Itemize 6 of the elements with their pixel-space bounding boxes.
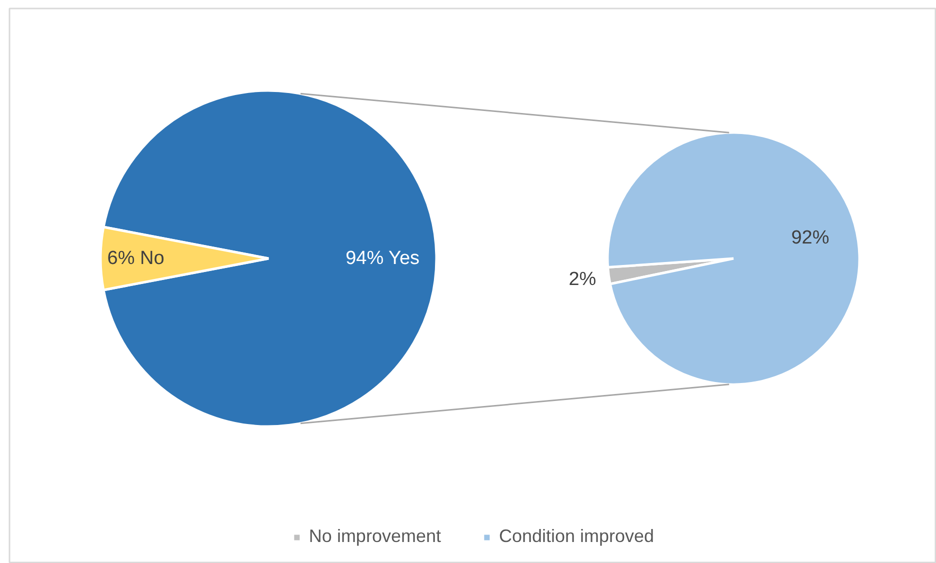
data-label: 92% — [791, 228, 830, 249]
data-label: 2% — [568, 268, 596, 290]
slice-label: 6% No — [107, 248, 164, 269]
slice-label: 94% Yes — [346, 248, 420, 269]
legend-label: No improvement — [308, 526, 441, 547]
legend-label: Condition improved — [498, 526, 654, 547]
